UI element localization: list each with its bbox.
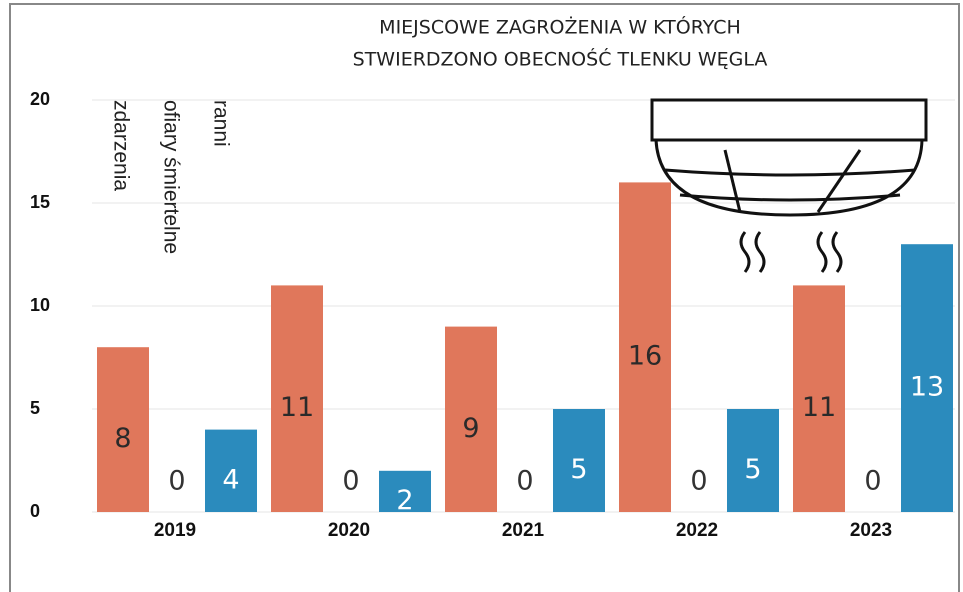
value-label: 4 — [222, 464, 239, 495]
value-label: 8 — [114, 423, 131, 454]
chart-title-line-2: STWIERDZONO OBECNOŚĆ TLENKU WĘGLA — [353, 47, 768, 71]
y-tick-label: 0 — [30, 501, 40, 521]
value-label: 2 — [396, 485, 413, 516]
smoke-detector-icon — [650, 98, 928, 273]
chart-title-line-1: MIEJSCOWE ZAGROŻENIA W KTÓRYCH — [379, 15, 741, 39]
bar — [445, 326, 497, 512]
x-tick-label: 2021 — [502, 520, 545, 541]
value-label: 11 — [280, 392, 314, 423]
bar — [793, 285, 845, 512]
value-label: 11 — [802, 392, 836, 423]
value-label: 5 — [570, 454, 587, 485]
x-tick-label: 2023 — [850, 520, 892, 541]
y-tick-label: 20 — [30, 89, 50, 109]
value-label: 0 — [342, 466, 359, 497]
value-label: 13 — [910, 372, 944, 403]
x-tick-label: 2022 — [676, 520, 718, 541]
bar — [553, 409, 605, 512]
value-label: 0 — [864, 466, 881, 497]
value-label: 5 — [744, 454, 761, 485]
y-tick-label: 5 — [30, 398, 40, 418]
bar — [205, 429, 257, 512]
bar — [619, 182, 671, 512]
y-tick-label: 10 — [30, 295, 50, 315]
legend-label: ofiary śmiertelne — [159, 100, 182, 254]
bar — [901, 244, 953, 512]
y-tick-label: 15 — [30, 192, 50, 212]
bar — [379, 470, 431, 512]
x-tick-label: 2020 — [328, 520, 370, 541]
value-label: 16 — [628, 341, 662, 372]
value-label: 9 — [462, 413, 479, 444]
x-tick-label: 2019 — [154, 520, 196, 541]
value-label: 0 — [516, 466, 533, 497]
value-label: 0 — [690, 466, 707, 497]
bar — [727, 409, 779, 512]
bar — [271, 285, 323, 512]
legend-label: ranni — [209, 100, 232, 147]
legend-label: zdarzenia — [109, 100, 132, 191]
bar — [97, 347, 149, 512]
frame — [9, 3, 960, 592]
value-label: 0 — [168, 466, 185, 497]
